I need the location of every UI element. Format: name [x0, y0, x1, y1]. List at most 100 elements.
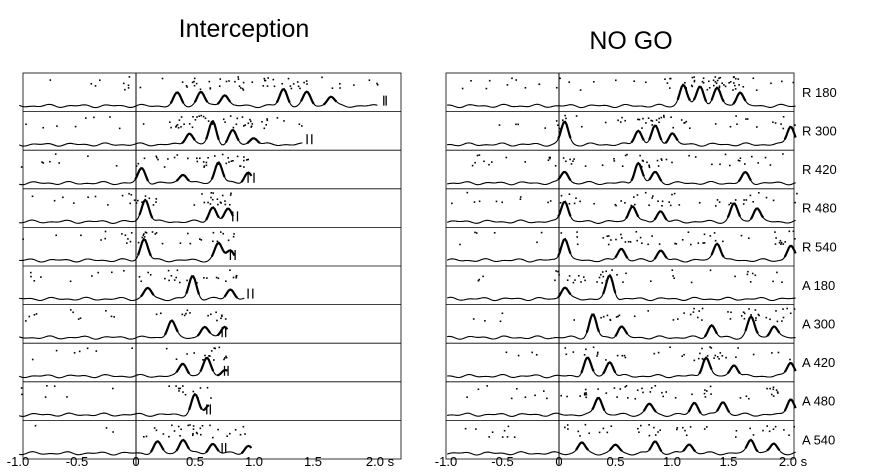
spike-dot — [22, 238, 24, 240]
spike-dot — [728, 82, 730, 84]
spike-dot — [596, 281, 598, 283]
spike-dot — [554, 165, 557, 167]
spike-dot — [495, 200, 498, 203]
spike-dot — [110, 315, 113, 318]
x-tick-label: 1.0 — [245, 454, 263, 469]
spike-dot — [540, 231, 543, 234]
spike-dot — [662, 395, 664, 398]
spike-dot — [168, 385, 170, 387]
spike-dot — [216, 198, 219, 200]
spike-dot — [607, 235, 610, 237]
spike-dot — [658, 121, 660, 124]
peak-segment — [732, 91, 747, 105]
spike-dot — [30, 271, 32, 274]
spike-dot — [167, 269, 170, 272]
spike-dot — [625, 385, 628, 387]
spike-dot — [517, 354, 520, 357]
spike-dot — [782, 308, 784, 310]
spike-dot — [283, 120, 285, 122]
spike-dot — [220, 231, 222, 233]
spike-dot — [229, 194, 232, 196]
spike-dot — [225, 80, 228, 83]
spike-dot — [223, 358, 225, 361]
peak-segment — [169, 91, 185, 104]
peak-segment — [196, 325, 212, 337]
spike-dot — [789, 358, 791, 361]
raster-row — [446, 111, 797, 147]
spike-dot — [217, 163, 220, 165]
spike-dot — [645, 122, 647, 124]
spike-dot — [648, 166, 651, 169]
spike-dot — [685, 87, 687, 89]
spike-dot — [642, 117, 644, 120]
spike-dot — [501, 201, 503, 204]
spike-dot — [211, 198, 214, 201]
spike-dot — [639, 154, 641, 157]
raster-row — [446, 188, 798, 224]
spike-dot — [206, 277, 208, 279]
spike-dot — [196, 432, 199, 435]
spike-dot — [179, 387, 181, 390]
spike-dot — [178, 119, 181, 121]
spike-dot — [74, 125, 77, 128]
spike-dot — [225, 355, 227, 358]
x-tick-label: 0 — [132, 454, 139, 469]
peak-segment — [783, 398, 797, 412]
peak-segment — [766, 442, 781, 452]
spike-dot — [729, 318, 732, 320]
spike-dot — [584, 165, 587, 167]
spike-dot — [714, 76, 717, 78]
spike-dot — [780, 241, 783, 244]
spike-dot — [602, 315, 605, 318]
spike-dot — [41, 161, 43, 163]
spike-dot — [168, 435, 170, 438]
peak-segment — [682, 443, 697, 453]
spike-dot — [644, 191, 647, 194]
spike-dot — [749, 194, 752, 197]
spike-dot — [568, 193, 571, 195]
spike-dot — [135, 165, 138, 167]
spike-dot — [634, 203, 636, 206]
peak-segment — [585, 313, 601, 333]
spike-dot — [579, 89, 582, 91]
spike-dot — [794, 201, 796, 204]
spike-dot — [684, 82, 686, 84]
spike-dot — [671, 161, 673, 164]
spike-dot — [762, 429, 764, 432]
spike-dot — [757, 313, 760, 316]
peak-segment — [602, 273, 617, 295]
spike-dot — [239, 165, 241, 167]
spike-dot — [140, 280, 142, 283]
spike-dot — [303, 81, 305, 84]
spike-dot — [684, 429, 686, 432]
spike-dot — [69, 280, 72, 283]
spike-dot — [588, 432, 590, 435]
raster-row — [19, 265, 401, 302]
spike-dot — [217, 203, 219, 206]
peak-segment — [630, 161, 645, 182]
spike-dot — [78, 350, 81, 353]
spike-dot — [339, 83, 341, 85]
row-label: R 300 — [802, 124, 837, 139]
peak-segment — [220, 207, 235, 219]
raster-row — [446, 381, 797, 417]
spike-dot — [706, 355, 709, 357]
spike-dot — [570, 163, 573, 165]
spike-dot — [576, 236, 578, 238]
spike-dot — [583, 394, 586, 396]
peak-segment — [137, 237, 152, 257]
spike-dot — [751, 272, 754, 275]
spike-dot — [53, 199, 56, 202]
spike-dot — [208, 80, 211, 83]
spike-dot — [155, 232, 158, 234]
spike-dot — [606, 235, 609, 237]
spike-dot — [137, 162, 140, 165]
spike-dot — [745, 118, 747, 120]
spike-dot — [202, 115, 205, 118]
spike-dot — [572, 160, 574, 162]
spike-dot — [135, 202, 138, 204]
spike-dot — [658, 117, 660, 120]
spike-dot — [73, 202, 75, 204]
spike-dot — [232, 160, 234, 162]
